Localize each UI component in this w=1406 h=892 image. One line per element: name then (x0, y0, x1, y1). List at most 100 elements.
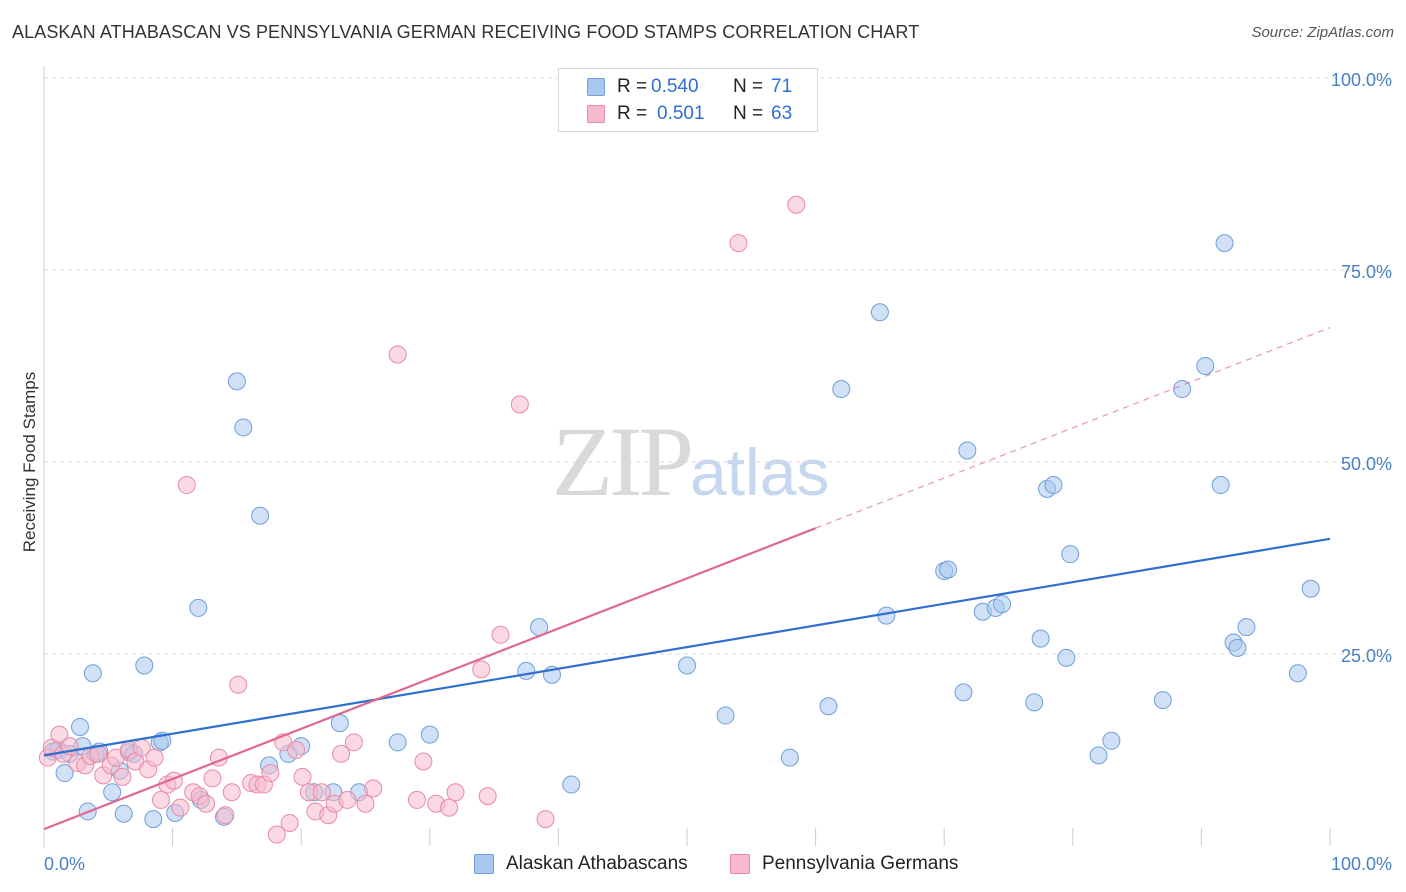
point-pa-german (171, 798, 190, 817)
legend-n-value: 71 (771, 76, 793, 97)
point-pa-german (312, 783, 331, 802)
point-athabascan (1025, 693, 1044, 712)
point-athabascan (83, 664, 102, 683)
point-pa-german (510, 395, 529, 414)
y-tick-label: 75.0% (1341, 262, 1392, 282)
point-athabascan (562, 775, 581, 794)
point-pa-german (203, 769, 222, 788)
y-tick-label: 50.0% (1341, 454, 1392, 474)
point-athabascan (1228, 638, 1247, 657)
point-athabascan (1089, 746, 1108, 765)
point-pa-german (145, 748, 164, 767)
point-athabascan (1044, 476, 1063, 495)
trend-line-athabascan (43, 537, 1331, 757)
legend-n-value: 63 (771, 103, 793, 124)
point-pa-german (216, 806, 235, 825)
bottom-legend-swatch-pink (730, 854, 750, 874)
bottom-legend-swatch-blue (474, 854, 494, 874)
source-label: Source: ZipAtlas.com (1251, 24, 1394, 41)
point-pa-german (344, 733, 363, 752)
point-athabascan (1173, 380, 1192, 399)
point-pa-german (229, 675, 248, 694)
point-athabascan (135, 656, 154, 675)
point-athabascan (1301, 579, 1320, 598)
point-pa-german (356, 794, 375, 813)
point-athabascan (832, 380, 851, 399)
point-pa-german (177, 476, 196, 495)
point-athabascan (388, 733, 407, 752)
point-pa-german (787, 195, 806, 214)
point-athabascan (1211, 476, 1230, 495)
point-athabascan (958, 441, 977, 460)
point-pa-german (152, 790, 171, 809)
legend-r-label: R = (617, 76, 648, 97)
point-pa-german (364, 779, 383, 798)
point-athabascan (1057, 648, 1076, 667)
point-athabascan (420, 725, 439, 744)
point-athabascan (954, 683, 973, 702)
point-athabascan (114, 804, 133, 823)
x-tick-label: 100.0% (1331, 854, 1392, 874)
point-athabascan (517, 661, 536, 680)
point-athabascan (870, 303, 889, 322)
point-pa-german (478, 787, 497, 806)
legend-swatch-blue (587, 78, 605, 96)
point-pa-german (197, 794, 216, 813)
point-pa-german (407, 790, 426, 809)
trend-line-pa-german (43, 527, 816, 831)
point-pa-german (729, 234, 748, 253)
point-pa-german (414, 752, 433, 771)
point-pa-german (222, 783, 241, 802)
point-pa-german (332, 744, 351, 763)
watermark-atlas: atlas (690, 435, 830, 509)
legend-n-label: N = (733, 103, 764, 124)
point-athabascan (144, 810, 163, 829)
x-tick-label: 0.0% (44, 854, 85, 874)
point-pa-german (388, 345, 407, 364)
point-athabascan (234, 418, 253, 437)
point-athabascan (189, 598, 208, 617)
point-athabascan (227, 372, 246, 391)
point-pa-german (50, 725, 69, 744)
point-pa-german (113, 767, 132, 786)
point-pa-german (440, 798, 459, 817)
y-tick-label: 100.0% (1331, 70, 1392, 90)
point-athabascan (1196, 357, 1215, 375)
point-pa-german (261, 764, 280, 783)
legend-swatch-pink (587, 105, 605, 123)
point-pa-german (338, 790, 357, 809)
point-pa-german (446, 783, 465, 802)
point-athabascan (71, 717, 90, 736)
point-athabascan (1102, 731, 1121, 750)
bottom-legend-label: Alaskan Athabascans (506, 853, 688, 874)
legend-n-label: N = (733, 76, 764, 97)
point-athabascan (55, 764, 74, 783)
point-pa-german (280, 813, 299, 832)
point-pa-german (472, 660, 491, 679)
bottom-legend-label: Pennsylvania Germans (762, 853, 959, 874)
point-pa-german (293, 767, 312, 786)
legend-r-value: 0.540 (651, 76, 699, 97)
y-tick-label: 25.0% (1341, 646, 1392, 666)
point-athabascan (1153, 691, 1172, 710)
correlation-legend: R = 0.540 N = 71 R = 0.501 N = 63 (558, 68, 818, 132)
point-pa-german (491, 625, 510, 644)
point-athabascan (1237, 618, 1256, 637)
chart-title: ALASKAN ATHABASCAN VS PENNSYLVANIA GERMA… (12, 22, 920, 42)
point-athabascan (993, 595, 1012, 614)
point-pa-german (287, 741, 306, 759)
point-pa-german (536, 810, 555, 829)
legend-r-value: 0.501 (657, 103, 705, 124)
point-athabascan (1061, 545, 1080, 564)
legend-r-label: R = (617, 103, 648, 124)
point-athabascan (103, 783, 122, 802)
point-athabascan (251, 506, 270, 525)
point-athabascan (1215, 234, 1234, 253)
point-athabascan (939, 560, 958, 579)
point-pa-german (267, 825, 286, 844)
point-athabascan (678, 656, 696, 675)
point-athabascan (819, 697, 838, 716)
point-athabascan (1031, 629, 1050, 648)
point-athabascan (716, 706, 735, 725)
